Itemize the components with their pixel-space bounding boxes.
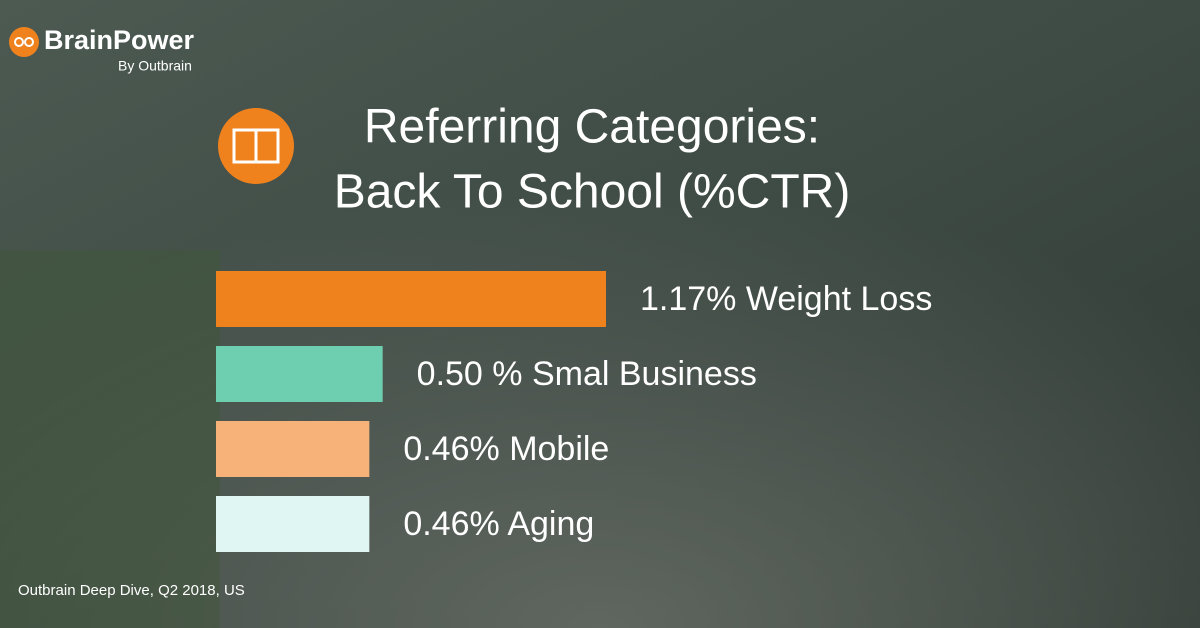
bar <box>216 496 370 552</box>
logo-glasses <box>14 37 24 47</box>
value-label: 0.46% <box>403 505 499 543</box>
value-label: 1.17% <box>640 280 736 318</box>
bar-label: 0.46% Mobile <box>403 430 609 468</box>
chart-subtitle: Back To School (%CTR) <box>334 166 851 219</box>
bar <box>216 271 606 327</box>
logo-brand: BrainPower <box>44 25 195 55</box>
bar-label: 1.17% Weight Loss <box>640 280 932 318</box>
logo-glasses <box>24 37 34 47</box>
bar-label: 0.50 % Smal Business <box>417 355 757 393</box>
title-icon <box>218 108 294 184</box>
logo: BrainPower By Outbrain <box>9 25 195 74</box>
category-label: Smal Business <box>532 355 757 393</box>
category-label: Aging <box>507 505 594 543</box>
background-foliage <box>0 250 220 628</box>
logo-byline: By Outbrain <box>118 58 192 74</box>
value-label: 0.50 % <box>417 355 523 393</box>
bar <box>216 346 383 402</box>
category-label: Weight Loss <box>746 280 932 318</box>
bar-label: 0.46% Aging <box>403 505 594 543</box>
chart-title: Referring Categories: <box>364 101 820 154</box>
category-label: Mobile <box>509 430 609 468</box>
source-note: Outbrain Deep Dive, Q2 2018, US <box>18 582 245 599</box>
bar <box>216 421 370 477</box>
value-label: 0.46% <box>403 430 499 468</box>
